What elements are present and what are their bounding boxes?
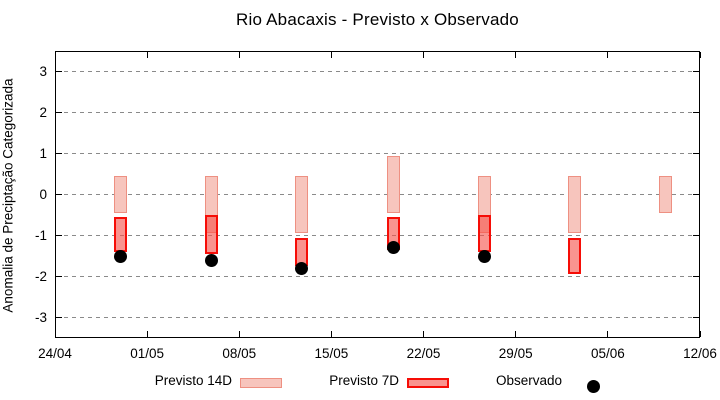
legend-label-observado: Observado <box>495 373 562 388</box>
y-tick-mark <box>693 317 699 318</box>
x-tick-mark <box>423 331 425 337</box>
y-tick-mark <box>693 112 699 113</box>
x-tick-label: 08/05 <box>222 346 257 361</box>
legend-label-previsto-14d: Previsto 14D <box>154 373 232 388</box>
y-tick-label: 0 <box>39 186 47 202</box>
y-tick-label: 2 <box>39 104 47 120</box>
y-tick-mark <box>693 276 699 277</box>
observado-point <box>205 253 219 267</box>
legend-swatch-observado-icon <box>587 380 600 393</box>
x-tick-mark <box>238 52 240 58</box>
previsto-14d-bar <box>568 176 582 234</box>
x-tick-mark <box>607 331 609 337</box>
x-tick-label: 05/06 <box>590 346 625 361</box>
gridline <box>56 112 699 113</box>
x-tick-label: 15/05 <box>314 346 349 361</box>
x-tick-label: 24/04 <box>38 346 72 361</box>
y-tick-mark <box>56 194 62 195</box>
x-tick-label: 12/06 <box>683 346 717 361</box>
x-tick-mark <box>607 52 609 58</box>
y-tick-mark <box>693 194 699 195</box>
y-tick-mark <box>693 153 699 154</box>
y-tick-label: -1 <box>34 227 47 243</box>
previsto-14d-bar <box>386 155 400 213</box>
x-tick-mark <box>423 52 425 58</box>
y-axis-label: Anomalia de Preciptação Categorizada <box>0 78 16 313</box>
y-tick-mark <box>56 317 62 318</box>
gridline <box>56 276 699 277</box>
previsto-7d-bar <box>568 237 582 275</box>
previsto-14d-bar <box>114 176 128 213</box>
observado-point <box>294 261 308 275</box>
x-tick-mark <box>515 52 517 58</box>
legend-swatch-previsto-7d-icon <box>407 378 449 388</box>
y-tick-mark <box>56 235 62 236</box>
gridline <box>56 71 699 72</box>
gridline <box>56 317 699 318</box>
y-tick-label: -3 <box>34 309 47 325</box>
x-tick-mark <box>54 52 56 58</box>
y-tick-mark <box>56 276 62 277</box>
y-tick-label: -2 <box>34 268 47 284</box>
previsto-7d-bar <box>205 215 219 254</box>
x-tick-label: 01/05 <box>130 346 165 361</box>
x-tick-mark <box>515 331 517 337</box>
y-tick-mark <box>693 71 699 72</box>
x-tick-mark <box>54 331 56 337</box>
previsto-7d-bar <box>477 215 491 252</box>
x-tick-mark <box>699 52 701 58</box>
x-tick-mark <box>330 52 332 58</box>
y-tick-mark <box>56 153 62 154</box>
gridline <box>56 194 699 195</box>
x-tick-mark <box>238 331 240 337</box>
plot-frame <box>55 51 700 338</box>
legend-swatch-previsto-14d-icon <box>240 378 282 388</box>
x-tick-label: 22/05 <box>406 346 441 361</box>
y-tick-label: 3 <box>39 63 47 79</box>
observado-point <box>114 249 128 263</box>
y-tick-mark <box>56 112 62 113</box>
observado-point <box>477 249 491 263</box>
x-tick-mark <box>146 52 148 58</box>
y-tick-mark <box>693 235 699 236</box>
x-tick-mark <box>699 331 701 337</box>
y-tick-label: 1 <box>39 145 47 161</box>
gridline <box>56 153 699 154</box>
legend-label-previsto-7d: Previsto 7D <box>329 373 399 388</box>
y-tick-mark <box>56 71 62 72</box>
previsto-7d-bar <box>114 217 128 252</box>
previsto-14d-bar <box>294 176 308 234</box>
x-tick-mark <box>330 331 332 337</box>
x-tick-label: 29/05 <box>498 346 533 361</box>
x-tick-mark <box>146 331 148 337</box>
previsto-14d-bar <box>659 176 673 213</box>
gridline <box>56 235 699 236</box>
chart-title: Rio Abacaxis - Previsto x Observado <box>236 10 519 29</box>
observado-point <box>386 241 400 255</box>
